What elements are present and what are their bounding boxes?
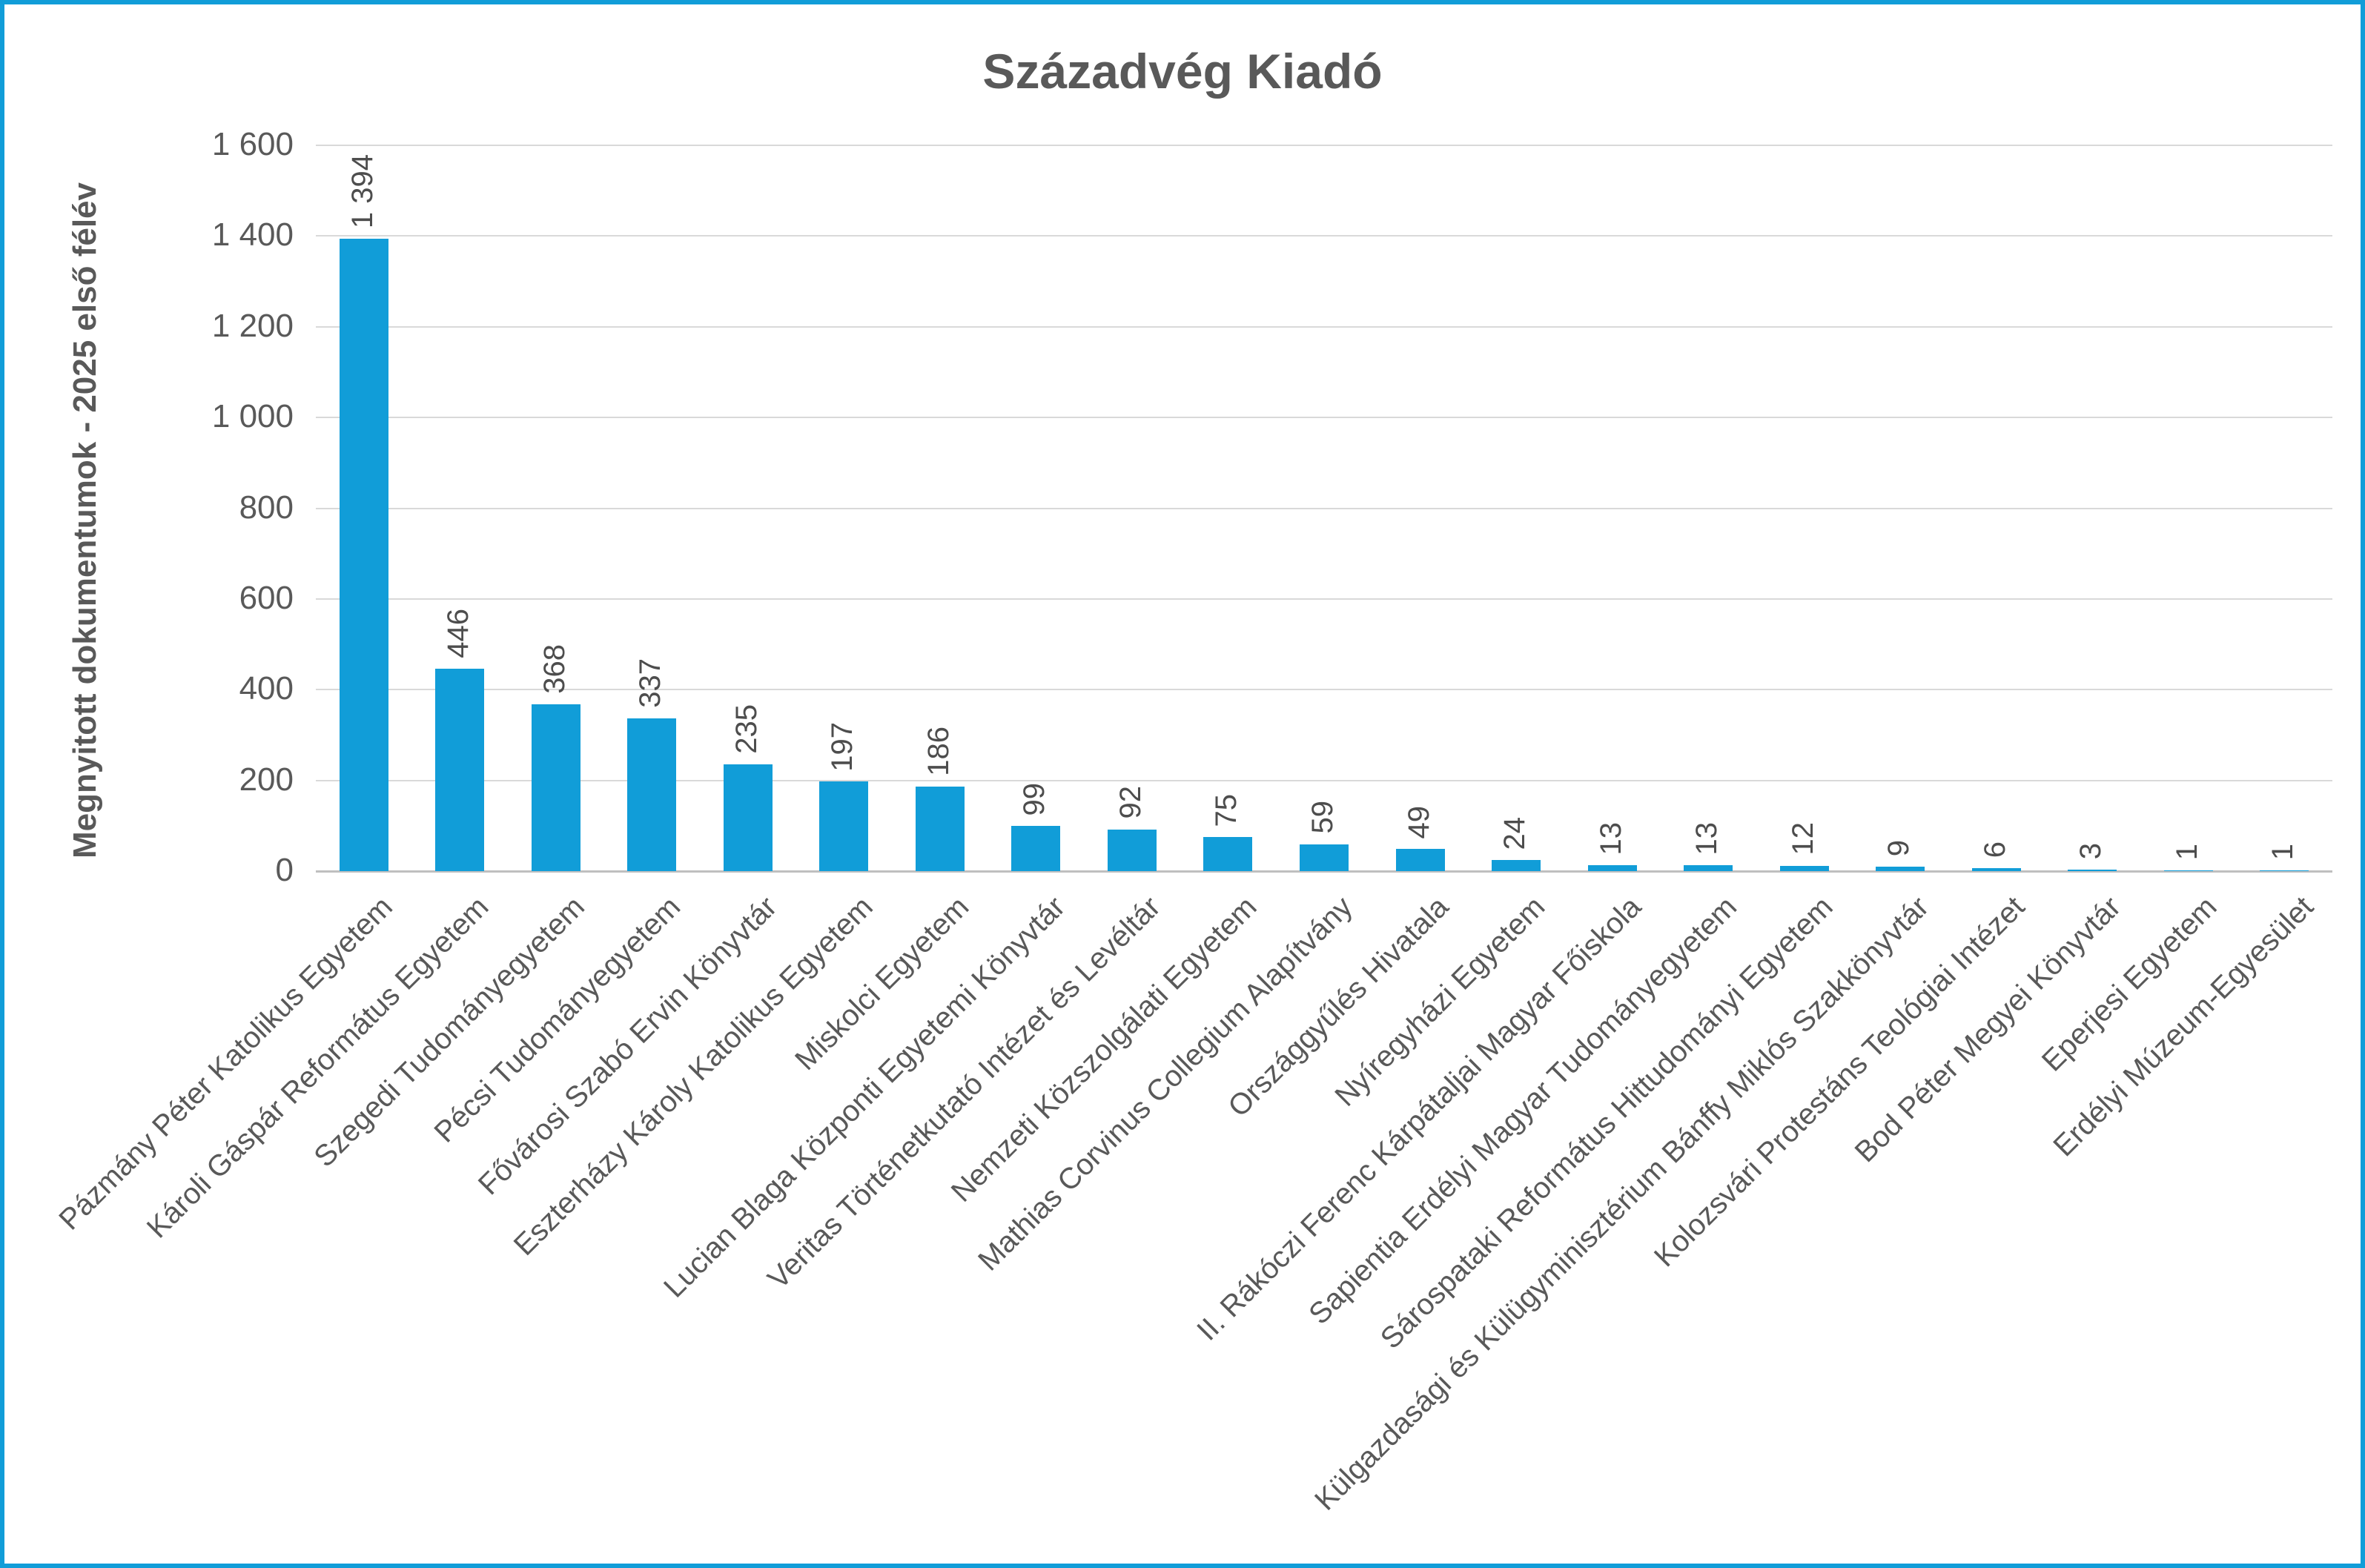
bar-value-label: 1 [2170, 843, 2203, 860]
bar [1971, 868, 2021, 871]
bar-value-label: 197 [826, 721, 859, 772]
bar-value-label: 368 [538, 644, 571, 694]
y-tick-label: 400 [239, 670, 294, 707]
category-label: Sárospataki Református Hittudományi Egye… [1374, 890, 1839, 1355]
bar-value-label: 24 [1498, 816, 1532, 850]
bar [2068, 870, 2117, 871]
y-tick-label: 800 [239, 489, 294, 526]
bar [339, 239, 388, 871]
bar-value-label: 337 [634, 658, 667, 708]
gridline [316, 145, 2332, 146]
bar-value-label: 186 [922, 727, 955, 777]
chart-canvas: Századvég Kiadó Megnyitott dokumentumok … [4, 4, 2361, 1564]
bar [1395, 849, 1445, 871]
y-tick-label: 1 600 [211, 126, 294, 162]
bar [435, 669, 485, 871]
bar [723, 764, 773, 871]
category-label: Miskolci Egyetem [788, 890, 976, 1077]
bar-value-label: 446 [442, 609, 475, 659]
gridline [316, 779, 2332, 781]
gridline [316, 689, 2332, 691]
bar [1011, 826, 1061, 871]
category-label: Pázmány Péter Katolikus Egyetem [53, 890, 399, 1237]
bar-value-label: 1 [2266, 843, 2300, 860]
chart-title: Századvég Kiadó [982, 44, 1383, 99]
bar-value-label: 13 [1594, 821, 1627, 856]
bar-value-label: 3 [2074, 842, 2108, 860]
y-tick-label: 1 000 [211, 398, 294, 435]
bar-value-label: 13 [1690, 821, 1724, 856]
gridline [316, 235, 2332, 237]
x-axis-line [316, 870, 2332, 873]
y-tick-label: 600 [239, 579, 294, 616]
category-label: Károli Gáspár Református Egyetem [140, 890, 495, 1245]
bar-value-label: 9 [1882, 840, 1916, 857]
bar-value-label: 49 [1402, 805, 1435, 839]
category-label: II. Rákóczi Ferenc Kárpátaljai Magyar Fő… [1190, 890, 1647, 1347]
gridline [316, 507, 2332, 509]
bar [1107, 829, 1157, 871]
gridline [316, 598, 2332, 600]
bar-value-label: 99 [1018, 782, 1051, 816]
bar [1587, 865, 1637, 871]
bar [2163, 870, 2213, 871]
bar-value-label: 12 [1786, 822, 1819, 856]
bar-value-label: 1 394 [345, 153, 379, 229]
y-tick-label: 200 [239, 761, 294, 798]
bar-value-label: 75 [1210, 793, 1243, 827]
bar [531, 704, 580, 871]
bar-value-label: 235 [730, 704, 763, 755]
bar [1876, 867, 1925, 871]
y-tick-label: 1 200 [211, 307, 294, 344]
bar [1779, 865, 1829, 871]
category-label: Külgazdasági és Külügyminisztérium Bánff… [1309, 890, 1936, 1517]
bar [1203, 837, 1253, 871]
bar-value-label: 59 [1306, 801, 1339, 834]
bar [1684, 865, 1733, 871]
bar [915, 787, 965, 871]
category-label: Eperjesi Egyetem [2036, 890, 2223, 1078]
gridline [316, 417, 2332, 419]
y-tick-label: 1 400 [211, 216, 294, 254]
bar [1492, 860, 1541, 871]
bar-value-label: 92 [1114, 786, 1147, 819]
category-label: Eszterházy Károly Katolikus Egyetem [507, 890, 879, 1263]
bar [627, 718, 677, 871]
bar-value-label: 6 [1978, 841, 2011, 859]
bar [819, 781, 869, 871]
bar [1300, 844, 1349, 871]
gridline [316, 325, 2332, 328]
plot-area: 0 200 400 600 800 1 000 1 200 1 400 1 600 1 394 Pá… [4, 4, 2361, 1564]
bar [2260, 870, 2309, 871]
y-tick-label: 0 [275, 852, 294, 888]
